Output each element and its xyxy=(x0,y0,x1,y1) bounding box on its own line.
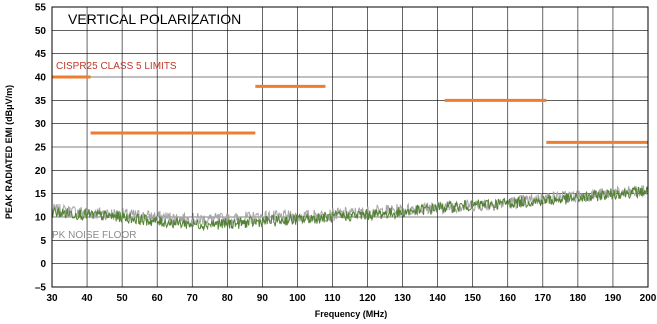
x-tick-label: 130 xyxy=(394,293,411,304)
x-tick-label: 80 xyxy=(222,293,234,304)
x-tick-label: 170 xyxy=(534,293,551,304)
y-axis-title: PEAK RADIATED EMI (dBμV/m) xyxy=(4,85,14,219)
y-tick-label: 50 xyxy=(35,26,47,37)
y-tick-label: 35 xyxy=(35,96,47,107)
x-tick-label: 150 xyxy=(464,293,481,304)
y-tick-label: 55 xyxy=(35,3,47,14)
y-tick-label: 20 xyxy=(35,166,47,177)
y-axis-ticks: –5 0 5 10 15 20 25 30 35 40 45 50 55 xyxy=(35,3,47,294)
chart-title: VERTICAL POLARIZATION xyxy=(68,11,241,27)
noise-floor-trace xyxy=(51,185,649,227)
x-axis-title: Frequency (MHz) xyxy=(315,309,388,319)
x-tick-label: 160 xyxy=(499,293,516,304)
x-tick-label: 90 xyxy=(257,293,269,304)
x-tick-label: 70 xyxy=(187,293,199,304)
limit-annotation: CISPR25 CLASS 5 LIMITS xyxy=(56,61,177,72)
y-tick-label: 15 xyxy=(35,189,47,200)
x-axis-ticks: 30 40 50 60 70 80 90 100 110 120 130 140 150 160 170 18… xyxy=(46,293,656,304)
limit-lines xyxy=(52,75,648,144)
y-tick-label: 25 xyxy=(35,143,47,154)
y-tick-label: –5 xyxy=(35,283,47,294)
noise-floor-annotation: PK NOISE FLOOR xyxy=(52,230,136,241)
emission-trace xyxy=(51,185,649,232)
y-tick-label: 10 xyxy=(35,213,47,224)
x-tick-label: 200 xyxy=(640,293,657,304)
y-tick-label: 5 xyxy=(40,236,46,247)
x-tick-label: 40 xyxy=(81,293,93,304)
y-tick-label: 30 xyxy=(35,119,47,130)
emission-series xyxy=(51,185,649,232)
x-tick-label: 140 xyxy=(429,293,446,304)
x-tick-label: 30 xyxy=(46,293,58,304)
x-tick-label: 180 xyxy=(570,293,587,304)
x-tick-label: 190 xyxy=(605,293,622,304)
x-tick-label: 110 xyxy=(324,293,341,304)
x-tick-label: 50 xyxy=(117,293,129,304)
noise-floor-series xyxy=(51,185,649,227)
grid xyxy=(51,6,649,288)
y-tick-label: 40 xyxy=(35,73,47,84)
x-tick-label: 100 xyxy=(289,293,306,304)
x-tick-label: 60 xyxy=(152,293,164,304)
y-tick-label: 0 xyxy=(40,259,46,270)
y-tick-label: 45 xyxy=(35,49,47,60)
plot-border xyxy=(51,6,649,288)
x-tick-label: 120 xyxy=(359,293,376,304)
